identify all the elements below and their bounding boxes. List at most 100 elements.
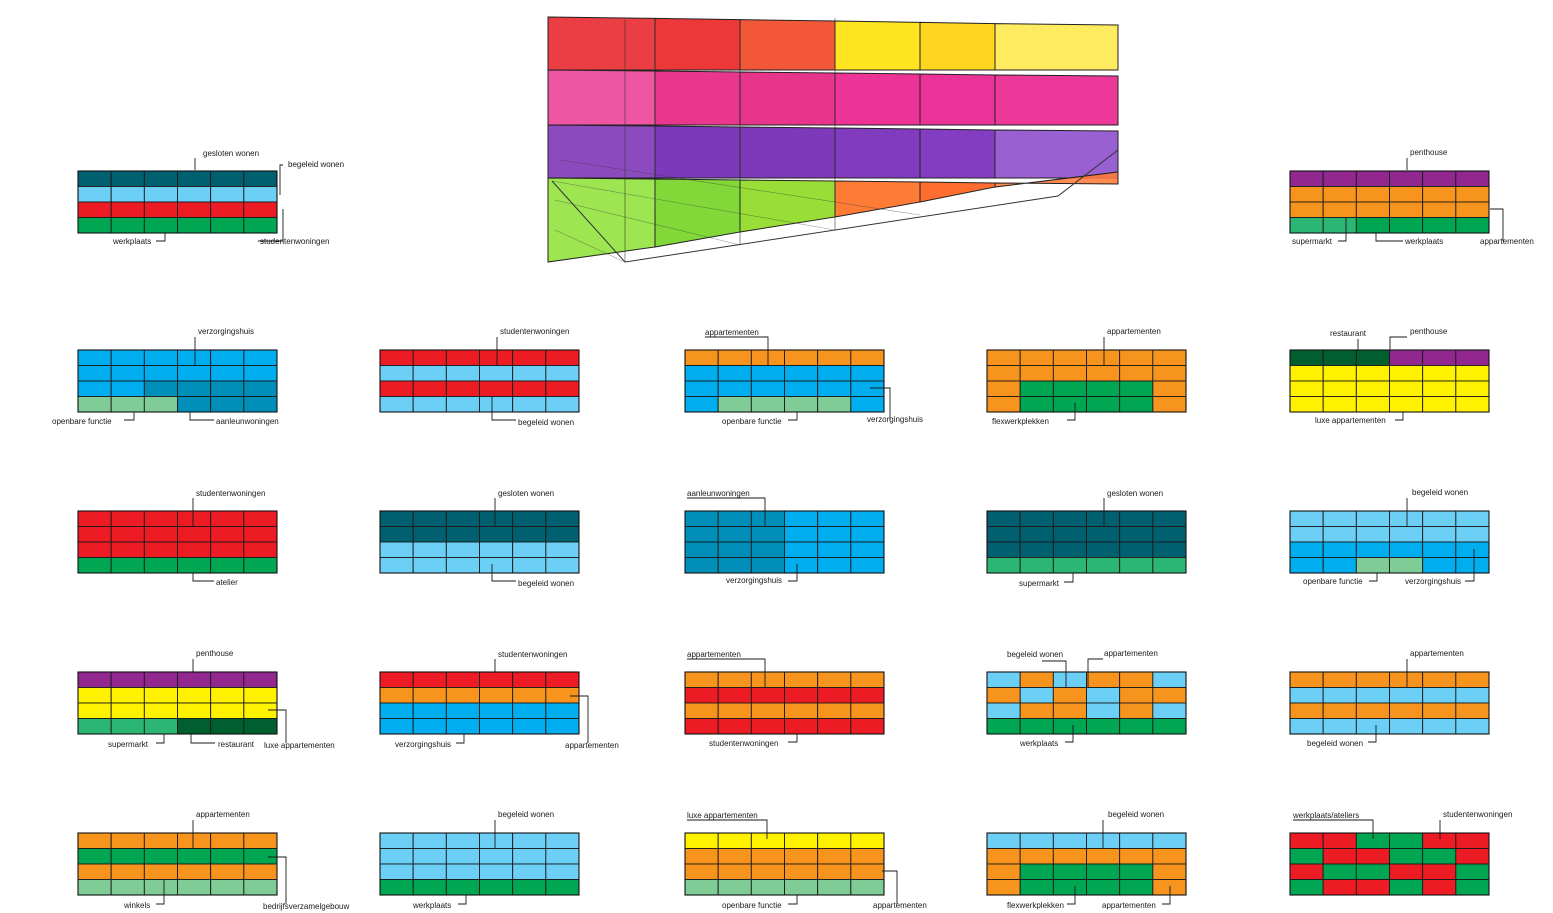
block-cell (750, 832, 785, 849)
block-cell (784, 879, 819, 896)
block-cell (143, 201, 178, 218)
block-cell (784, 380, 819, 397)
block-cell (77, 863, 112, 880)
block-cell (1455, 186, 1490, 203)
block-cell (243, 671, 278, 688)
block-cell (143, 380, 178, 397)
3d-volume-model (547, 16, 1119, 263)
block-cell (77, 687, 112, 704)
block-cell (1119, 510, 1154, 527)
block-cell (717, 848, 752, 865)
block-cell (850, 687, 885, 704)
block-cell (77, 510, 112, 527)
block-cell (479, 396, 514, 413)
block-cell (379, 879, 414, 896)
block-cell (77, 557, 112, 574)
block-cell (1086, 671, 1121, 688)
block-cell (1019, 557, 1054, 574)
block-cell (1322, 526, 1357, 543)
block-cell (1019, 702, 1054, 719)
block-cell (1152, 510, 1187, 527)
block-cell (1355, 396, 1390, 413)
block-cell (986, 349, 1021, 366)
block-cell (1019, 510, 1054, 527)
block-cell (1355, 380, 1390, 397)
block-cell (210, 396, 245, 413)
block-cell (110, 349, 145, 366)
block-cell (784, 832, 819, 849)
leader-line (1338, 217, 1347, 242)
block-cell (1052, 557, 1087, 574)
block-cell (850, 879, 885, 896)
block-cell (684, 510, 719, 527)
leader-line (1465, 549, 1475, 582)
block-cell (210, 349, 245, 366)
block-cell (817, 526, 852, 543)
block-cell (850, 863, 885, 880)
block-cell (1119, 526, 1154, 543)
volume-cell (547, 124, 656, 179)
block-cell (445, 702, 480, 719)
block-cell (110, 702, 145, 719)
block-cell (177, 217, 212, 234)
block-cell (1086, 541, 1121, 558)
block-cell (1052, 671, 1087, 688)
block-cell (445, 718, 480, 735)
block-cell (750, 718, 785, 735)
block-11: gesloten wonen supermarkt (986, 489, 1187, 588)
block-cell (1322, 718, 1357, 735)
block-cell (750, 863, 785, 880)
block-cell (512, 863, 547, 880)
block-cell (1052, 832, 1087, 849)
leader-line (570, 695, 589, 743)
block-cell (1355, 541, 1390, 558)
block-cell (817, 541, 852, 558)
block-cell (412, 526, 447, 543)
leader-line (458, 895, 467, 905)
block-cell (750, 557, 785, 574)
block-cell (110, 365, 145, 382)
block-cell (479, 349, 514, 366)
leader-line (1087, 658, 1103, 687)
volume-edge (551, 149, 1119, 263)
block-cell (1119, 863, 1154, 880)
block-cell (479, 557, 514, 574)
function-label: begeleid wonen (518, 418, 574, 427)
block-outline (379, 349, 580, 413)
block-cell (1355, 557, 1390, 574)
leader-line (1067, 886, 1076, 905)
function-label: appartementen (1410, 649, 1464, 658)
block-cell (1119, 832, 1154, 849)
block-cell (545, 879, 580, 896)
block-outline (986, 510, 1187, 574)
block-cell (1052, 365, 1087, 382)
volume-cell (739, 71, 836, 126)
block-cell (243, 365, 278, 382)
function-label: restaurant (1330, 329, 1367, 338)
block-cell (445, 510, 480, 527)
block-cell (1322, 201, 1357, 218)
block-cell (684, 702, 719, 719)
block-cell (1322, 863, 1357, 880)
block-cell (412, 832, 447, 849)
block-cell (545, 510, 580, 527)
block-cell (110, 526, 145, 543)
block-cell (1019, 879, 1054, 896)
block-cell (1355, 349, 1390, 366)
block-cell (177, 541, 212, 558)
block-cell (1422, 526, 1457, 543)
block-cell (210, 526, 245, 543)
block-cell (479, 702, 514, 719)
block-cell (986, 380, 1021, 397)
block-cell (750, 687, 785, 704)
block-cell (986, 510, 1021, 527)
block-cell (512, 541, 547, 558)
block-cell (110, 217, 145, 234)
volume-cell (834, 180, 921, 218)
block-cell (817, 671, 852, 688)
block-cell (545, 380, 580, 397)
block-cell (1322, 186, 1357, 203)
function-label: appartementen (873, 901, 927, 910)
block-cell (379, 541, 414, 558)
block-outline (986, 349, 1187, 413)
